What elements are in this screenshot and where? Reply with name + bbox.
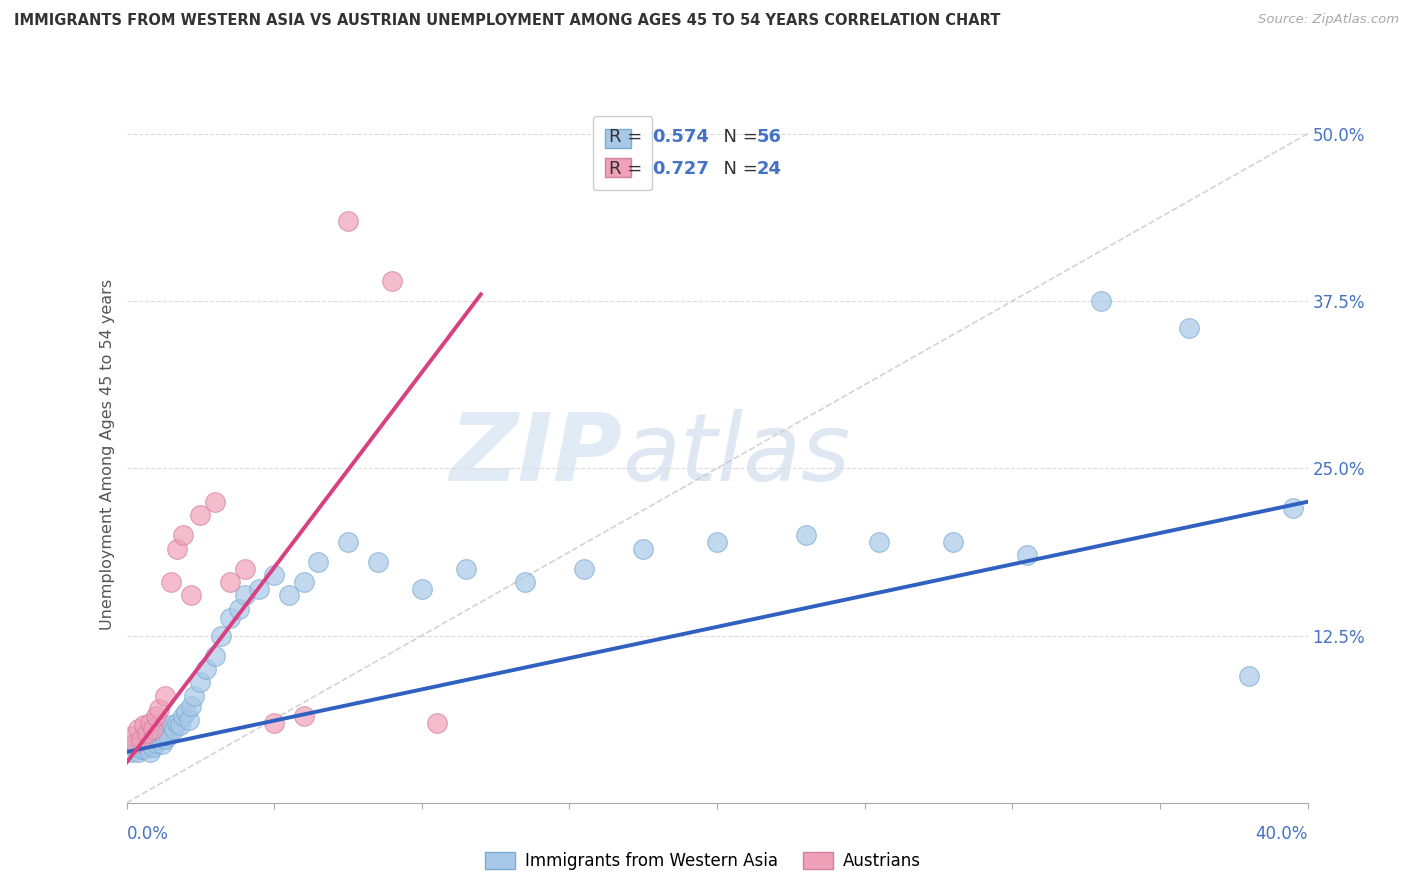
Point	[163, 723, 186, 737]
Point	[1090, 294, 1112, 309]
Point	[139, 737, 162, 751]
Point	[174, 705, 197, 719]
Point	[411, 582, 433, 596]
Point	[145, 708, 167, 723]
Legend: Immigrants from Western Asia, Austrians: Immigrants from Western Asia, Austrians	[478, 845, 928, 877]
Point	[233, 562, 256, 576]
Legend: , : ,	[593, 116, 652, 190]
Point	[1282, 501, 1305, 516]
Text: atlas: atlas	[623, 409, 851, 500]
Point	[180, 589, 202, 603]
Point	[1178, 321, 1201, 335]
Point	[139, 715, 162, 730]
Point	[145, 729, 167, 743]
Point	[121, 729, 143, 743]
Point	[942, 535, 965, 549]
Text: N =: N =	[711, 128, 763, 145]
Point	[247, 582, 270, 596]
Point	[337, 535, 360, 549]
Point	[188, 508, 211, 523]
Point	[166, 715, 188, 730]
Text: 24: 24	[756, 161, 782, 178]
Point	[148, 731, 170, 746]
Point	[129, 731, 153, 746]
Point	[292, 708, 315, 723]
Point	[127, 723, 149, 737]
Point	[794, 528, 817, 542]
Point	[381, 274, 404, 288]
Point	[188, 675, 211, 690]
Text: 0.574: 0.574	[651, 128, 709, 145]
Point	[219, 575, 242, 590]
Point	[124, 735, 146, 749]
Point	[263, 715, 285, 730]
Point	[307, 555, 329, 569]
Point	[156, 723, 179, 737]
Point	[153, 731, 176, 746]
Point	[153, 689, 176, 703]
Point	[145, 735, 167, 749]
Text: N =: N =	[711, 161, 763, 178]
Point	[209, 628, 232, 642]
Point	[574, 562, 596, 576]
Point	[150, 737, 173, 751]
Point	[292, 575, 315, 590]
Point	[136, 731, 159, 746]
Point	[172, 708, 194, 723]
Point	[204, 494, 226, 508]
Point	[136, 726, 159, 740]
Point	[124, 739, 146, 754]
Point	[127, 745, 149, 759]
Text: ZIP: ZIP	[450, 409, 623, 501]
Point	[233, 589, 256, 603]
Point	[204, 648, 226, 663]
Text: Source: ZipAtlas.com: Source: ZipAtlas.com	[1258, 13, 1399, 27]
Point	[263, 568, 285, 582]
Text: IMMIGRANTS FROM WESTERN ASIA VS AUSTRIAN UNEMPLOYMENT AMONG AGES 45 TO 54 YEARS : IMMIGRANTS FROM WESTERN ASIA VS AUSTRIAN…	[14, 13, 1001, 29]
Point	[454, 562, 477, 576]
Text: 40.0%: 40.0%	[1256, 825, 1308, 843]
Point	[121, 745, 143, 759]
Point	[142, 723, 165, 737]
Point	[159, 575, 183, 590]
Point	[150, 726, 173, 740]
Point	[425, 715, 447, 730]
Point	[706, 535, 728, 549]
Y-axis label: Unemployment Among Ages 45 to 54 years: Unemployment Among Ages 45 to 54 years	[100, 279, 115, 631]
Point	[219, 611, 242, 625]
Point	[869, 535, 891, 549]
Point	[129, 735, 153, 749]
Point	[134, 718, 156, 732]
Point	[136, 739, 159, 754]
Text: 56: 56	[756, 128, 782, 145]
Point	[1237, 669, 1260, 683]
Point	[172, 528, 194, 542]
Point	[195, 662, 218, 676]
Point	[134, 742, 156, 756]
Point	[148, 702, 170, 716]
Text: 0.727: 0.727	[651, 161, 709, 178]
Point	[159, 718, 183, 732]
Point	[142, 739, 165, 754]
Point	[337, 214, 360, 228]
Point	[169, 718, 191, 732]
Text: R =: R =	[609, 161, 648, 178]
Text: R =: R =	[609, 128, 648, 145]
Point	[139, 745, 162, 759]
Text: 0.0%: 0.0%	[127, 825, 169, 843]
Point	[180, 699, 202, 714]
Point	[278, 589, 301, 603]
Point	[166, 541, 188, 556]
Point	[183, 689, 205, 703]
Point	[129, 742, 153, 756]
Point	[156, 729, 179, 743]
Point	[515, 575, 537, 590]
Point	[631, 541, 654, 556]
Point	[1017, 548, 1039, 563]
Point	[228, 602, 250, 616]
Point	[366, 555, 388, 569]
Point	[177, 713, 200, 727]
